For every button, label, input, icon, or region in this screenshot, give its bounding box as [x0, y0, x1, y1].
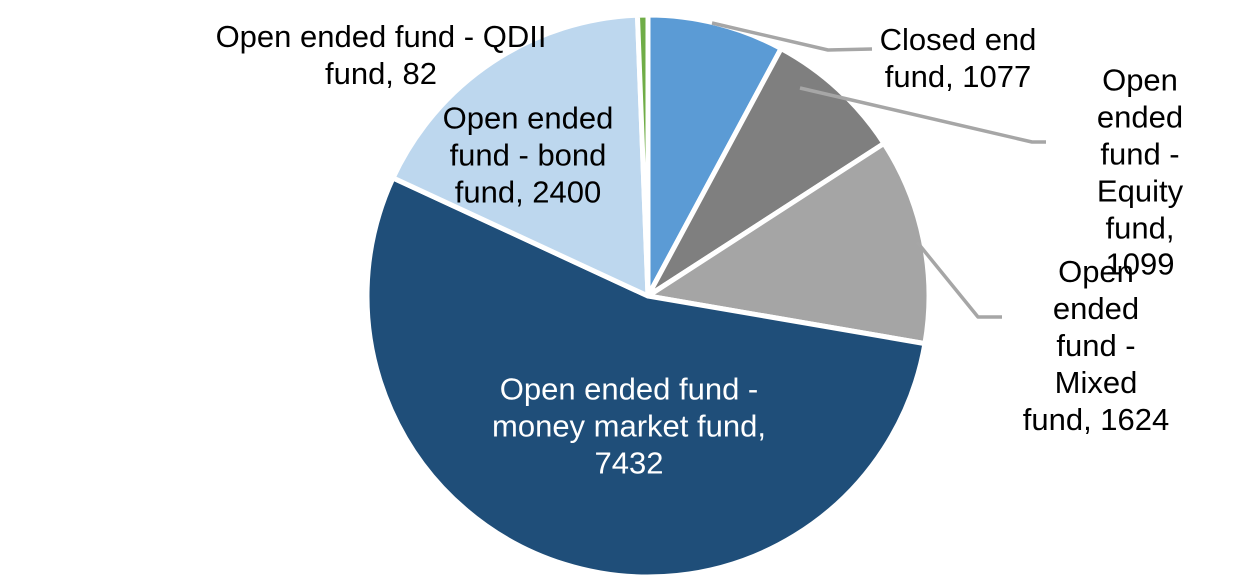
pie-slice-4	[390, 12, 651, 299]
data-label-qdii-fund: Open ended fund - QDII fund, 82	[215, 19, 547, 91]
data-label-bond-fund: Open ended fund - bond fund, 2400	[442, 100, 614, 210]
pie-slice-2	[645, 140, 932, 347]
data-label-equity-fund: Open ended fund - Equity fund, 1099	[1096, 62, 1184, 282]
data-label-closed-end-fund: Closed end fund, 1077	[879, 22, 1037, 94]
leader-lines	[711, 21, 1046, 319]
pie-slice-3	[364, 175, 928, 580]
pie-slice-5	[634, 12, 651, 299]
pie-slices	[364, 12, 932, 580]
leader-line-equity-fund	[799, 86, 1046, 144]
pie-slice-1	[645, 46, 887, 299]
data-label-mixed-fund: Open ended fund - Mixed fund, 1624	[1022, 253, 1170, 437]
leader-line-mixed-fund	[915, 240, 1002, 319]
data-label-money-market-fund: Open ended fund - money market fund, 743…	[492, 371, 766, 481]
leader-line-closed-end-fund	[711, 21, 873, 52]
